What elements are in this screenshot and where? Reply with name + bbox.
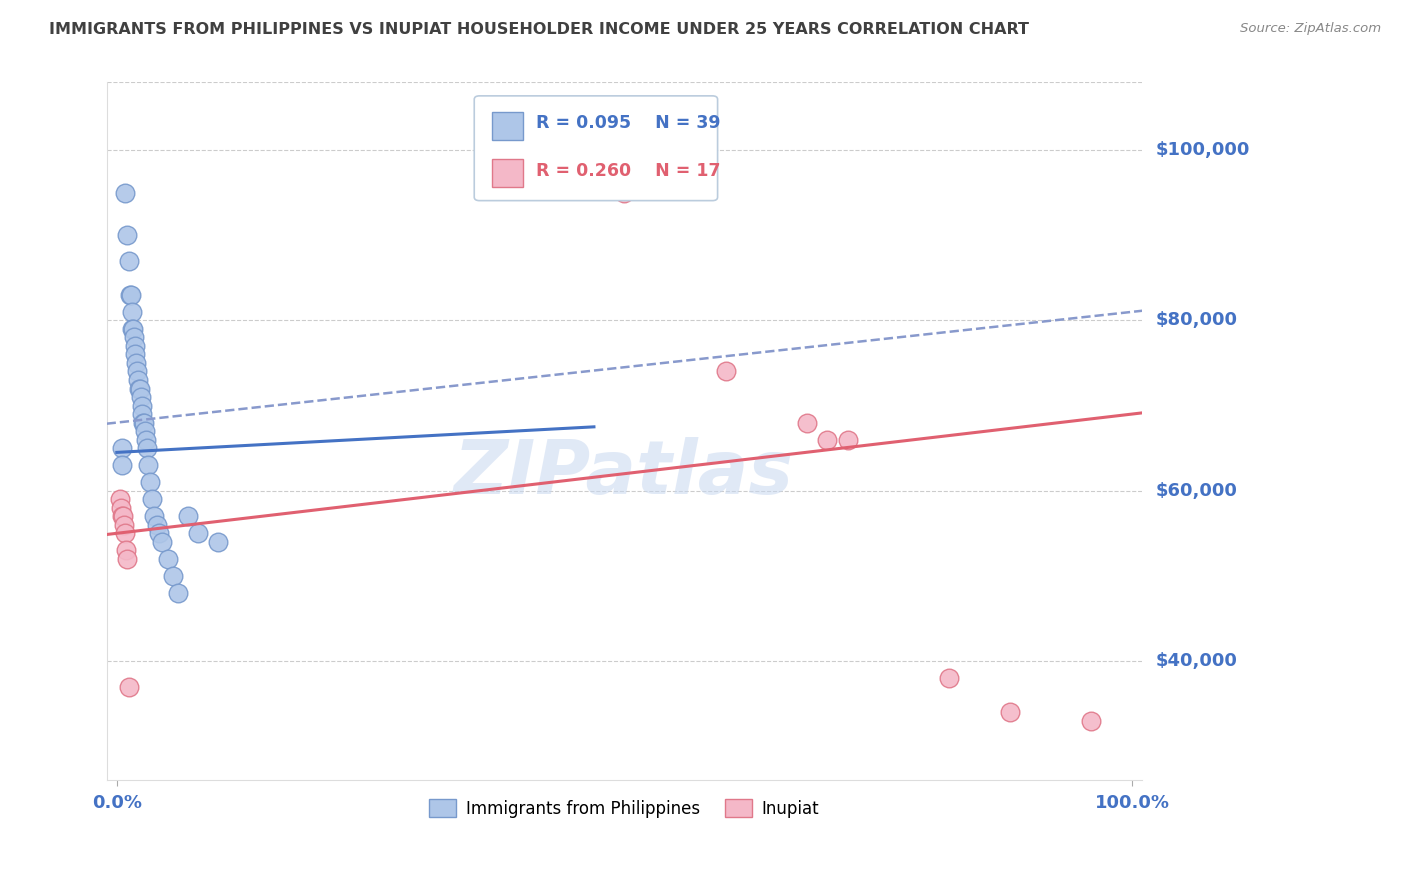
Point: [143, 509, 166, 524]
Point: [148, 526, 170, 541]
Point: [124, 347, 146, 361]
Point: [139, 475, 162, 490]
Point: [115, 543, 138, 558]
Point: [136, 458, 159, 472]
Point: [118, 680, 141, 694]
Point: [136, 441, 159, 455]
Point: [131, 399, 153, 413]
Point: [613, 186, 636, 200]
Point: [127, 364, 149, 378]
Point: [938, 671, 960, 685]
Point: [114, 526, 136, 541]
Point: [111, 458, 134, 472]
FancyBboxPatch shape: [492, 112, 523, 140]
Text: ZIPatlas: ZIPatlas: [454, 436, 794, 509]
Point: [129, 382, 152, 396]
Point: [124, 339, 146, 353]
Point: [111, 441, 134, 455]
Text: Source: ZipAtlas.com: Source: ZipAtlas.com: [1240, 22, 1381, 36]
Point: [111, 509, 134, 524]
Point: [118, 253, 141, 268]
Point: [135, 433, 157, 447]
Point: [111, 509, 134, 524]
Legend: Immigrants from Philippines, Inupiat: Immigrants from Philippines, Inupiat: [423, 792, 827, 824]
Point: [127, 373, 149, 387]
Text: $40,000: $40,000: [1156, 652, 1237, 670]
Text: IMMIGRANTS FROM PHILIPPINES VS INUPIAT HOUSEHOLDER INCOME UNDER 25 YEARS CORRELA: IMMIGRANTS FROM PHILIPPINES VS INUPIAT H…: [49, 22, 1029, 37]
Point: [177, 509, 200, 524]
Point: [156, 552, 179, 566]
Point: [796, 416, 818, 430]
Point: [115, 228, 138, 243]
FancyBboxPatch shape: [492, 159, 523, 186]
Point: [146, 517, 169, 532]
Point: [815, 433, 838, 447]
Point: [837, 433, 859, 447]
Point: [121, 305, 143, 319]
Point: [134, 416, 156, 430]
Point: [714, 364, 737, 378]
Point: [115, 552, 138, 566]
Point: [121, 322, 143, 336]
Point: [998, 705, 1021, 719]
Point: [112, 517, 135, 532]
Point: [152, 534, 174, 549]
Point: [134, 424, 156, 438]
Point: [129, 390, 152, 404]
Text: R = 0.095    N = 39: R = 0.095 N = 39: [536, 114, 721, 132]
Point: [1080, 714, 1102, 728]
Text: $100,000: $100,000: [1156, 141, 1250, 159]
Point: [108, 492, 131, 507]
Text: $60,000: $60,000: [1156, 482, 1237, 500]
Point: [166, 586, 188, 600]
Point: [187, 526, 209, 541]
Point: [141, 492, 163, 507]
Point: [125, 356, 148, 370]
Point: [114, 186, 136, 200]
Point: [110, 500, 132, 515]
Point: [132, 416, 155, 430]
Point: [207, 534, 229, 549]
Point: [122, 322, 145, 336]
FancyBboxPatch shape: [474, 95, 717, 201]
Point: [162, 569, 184, 583]
Point: [118, 288, 141, 302]
Point: [131, 407, 153, 421]
Point: [120, 288, 142, 302]
Point: [122, 330, 145, 344]
Text: R = 0.260    N = 17: R = 0.260 N = 17: [536, 161, 721, 179]
Point: [128, 382, 150, 396]
Text: $80,000: $80,000: [1156, 311, 1239, 329]
